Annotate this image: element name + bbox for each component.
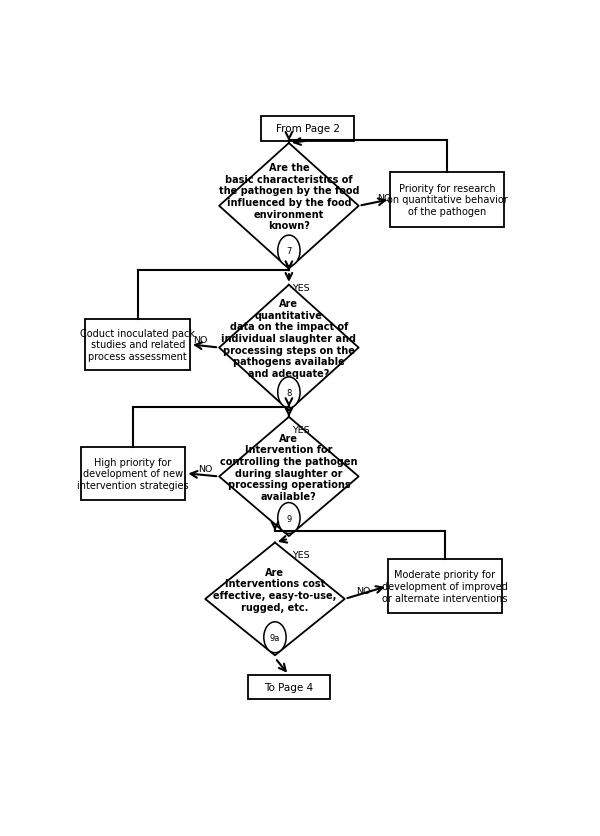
Text: Moderate priority for
development of improved
or alternate interventions: Moderate priority for development of imp… [382, 570, 508, 603]
Text: Are the
basic characteristics of
the pathogen by the food
influenced by the food: Are the basic characteristics of the pat… [218, 163, 359, 231]
Text: YES: YES [292, 284, 310, 293]
FancyBboxPatch shape [85, 319, 190, 370]
Text: NO: NO [193, 335, 208, 344]
FancyBboxPatch shape [390, 173, 504, 227]
Text: Are
Intervention for
controlling the pathogen
during slaughter or
processing ope: Are Intervention for controlling the pat… [220, 433, 358, 502]
Text: YES: YES [292, 426, 310, 435]
Polygon shape [205, 543, 344, 655]
Circle shape [278, 377, 300, 408]
Polygon shape [219, 144, 359, 269]
Text: NO: NO [198, 464, 212, 473]
Text: 8: 8 [286, 389, 292, 397]
Text: 9: 9 [286, 514, 292, 522]
FancyBboxPatch shape [248, 675, 329, 700]
Text: High priority for
development of new
intervention strategies: High priority for development of new int… [77, 457, 189, 490]
Text: 9a: 9a [270, 633, 280, 642]
Text: Are
quantitative
data on the impact of
individual slaughter and
processing steps: Are quantitative data on the impact of i… [221, 298, 356, 378]
Text: 7: 7 [286, 247, 292, 256]
Text: Priority for research
on quantitative behavior
of the pathogen: Priority for research on quantitative be… [386, 184, 508, 217]
Text: NO: NO [377, 194, 391, 202]
Circle shape [264, 622, 286, 653]
Circle shape [278, 503, 300, 534]
Text: NO: NO [356, 586, 370, 595]
Text: Coduct inoculated pack
studies and related
process assessment: Coduct inoculated pack studies and relat… [80, 329, 195, 361]
FancyBboxPatch shape [388, 559, 502, 614]
Text: YES: YES [292, 550, 310, 559]
Text: Are
Interventions cost
effective, easy-to-use,
rugged, etc.: Are Interventions cost effective, easy-t… [213, 567, 337, 612]
FancyBboxPatch shape [261, 117, 354, 141]
FancyBboxPatch shape [81, 447, 185, 500]
Text: To Page 4: To Page 4 [265, 682, 313, 692]
Text: From Page 2: From Page 2 [275, 125, 340, 135]
Polygon shape [219, 285, 359, 411]
Polygon shape [219, 417, 359, 537]
Circle shape [278, 236, 300, 267]
